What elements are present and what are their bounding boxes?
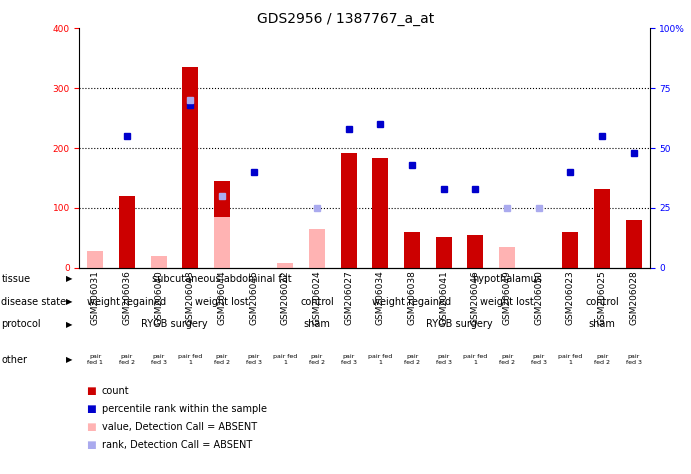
Text: pair
fed 2: pair fed 2: [594, 355, 610, 365]
Text: RYGB surgery: RYGB surgery: [141, 319, 208, 329]
Text: sham: sham: [589, 319, 616, 329]
Text: pair
fed 3: pair fed 3: [246, 355, 262, 365]
Text: pair
fed 3: pair fed 3: [341, 355, 357, 365]
Text: control: control: [585, 297, 619, 307]
Bar: [626, 220, 642, 268]
Text: pair fed
1: pair fed 1: [368, 355, 392, 365]
Bar: [87, 251, 103, 268]
Text: pair fed
1: pair fed 1: [558, 355, 583, 365]
Bar: [404, 232, 420, 268]
Text: RYGB surgery: RYGB surgery: [426, 319, 493, 329]
Text: pair
fed 3: pair fed 3: [531, 355, 547, 365]
Text: pair
fed 2: pair fed 2: [214, 355, 230, 365]
Text: pair
fed 2: pair fed 2: [119, 355, 135, 365]
Text: tissue: tissue: [1, 274, 30, 284]
Bar: [151, 256, 167, 268]
Text: percentile rank within the sample: percentile rank within the sample: [102, 404, 267, 414]
Text: ■: ■: [86, 404, 96, 414]
Bar: [499, 247, 515, 268]
Text: pair fed
1: pair fed 1: [273, 355, 297, 365]
Text: GDS2956 / 1387767_a_at: GDS2956 / 1387767_a_at: [257, 12, 434, 26]
Bar: [214, 217, 230, 268]
Text: other: other: [1, 355, 28, 365]
Text: pair fed
1: pair fed 1: [463, 355, 487, 365]
Text: ▶: ▶: [66, 320, 73, 329]
Text: ▶: ▶: [66, 297, 73, 306]
Text: weight lost: weight lost: [195, 297, 249, 307]
Text: weight lost: weight lost: [480, 297, 534, 307]
Text: ■: ■: [86, 440, 96, 450]
Bar: [436, 237, 452, 268]
Bar: [309, 229, 325, 268]
Text: pair
fed 3: pair fed 3: [151, 355, 167, 365]
Bar: [562, 232, 578, 268]
Text: weight regained: weight regained: [87, 297, 167, 307]
Text: pair fed
1: pair fed 1: [178, 355, 202, 365]
Text: ▶: ▶: [66, 274, 73, 283]
Text: hypothalamus: hypothalamus: [472, 274, 542, 284]
Text: pair
fed 2: pair fed 2: [309, 355, 325, 365]
Bar: [341, 153, 357, 268]
Text: subcutaneous abdominal fat: subcutaneous abdominal fat: [152, 274, 292, 284]
Bar: [594, 189, 610, 268]
Bar: [467, 235, 483, 268]
Text: control: control: [300, 297, 334, 307]
Text: pair
fed 1: pair fed 1: [87, 355, 103, 365]
Bar: [372, 158, 388, 268]
Text: pair
fed 2: pair fed 2: [499, 355, 515, 365]
Text: count: count: [102, 386, 129, 396]
Text: rank, Detection Call = ABSENT: rank, Detection Call = ABSENT: [102, 440, 252, 450]
Text: protocol: protocol: [1, 319, 41, 329]
Text: pair
fed 3: pair fed 3: [436, 355, 452, 365]
Bar: [277, 263, 293, 268]
Text: ■: ■: [86, 422, 96, 432]
Text: sham: sham: [303, 319, 330, 329]
Bar: [214, 181, 230, 268]
Bar: [119, 196, 135, 268]
Text: pair
fed 2: pair fed 2: [404, 355, 420, 365]
Text: value, Detection Call = ABSENT: value, Detection Call = ABSENT: [102, 422, 256, 432]
Text: weight regained: weight regained: [372, 297, 452, 307]
Bar: [182, 67, 198, 268]
Text: ▶: ▶: [66, 356, 73, 364]
Text: pair
fed 3: pair fed 3: [626, 355, 642, 365]
Text: disease state: disease state: [1, 297, 66, 307]
Text: ■: ■: [86, 386, 96, 396]
